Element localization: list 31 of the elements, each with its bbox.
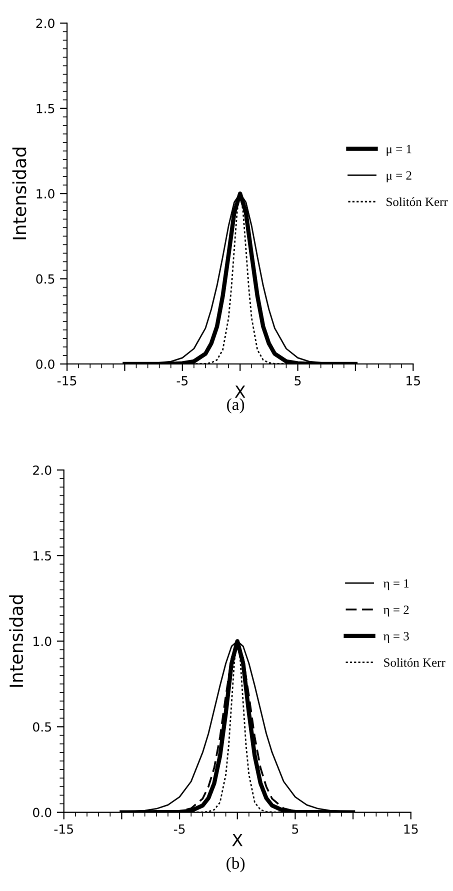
- y-tick-label: 0.0: [33, 808, 52, 818]
- legend-label: Solitón Kerr: [386, 197, 448, 206]
- text: (a): [227, 398, 244, 414]
- x-tick-label: 15: [404, 824, 418, 834]
- y-tick-label: 2.0: [36, 18, 54, 28]
- legend-label: η = 3: [383, 632, 409, 643]
- x-tick-label: -15: [57, 376, 76, 386]
- y-tick-label: 1.0: [34, 636, 52, 646]
- y-tick-label: 0.0: [36, 359, 54, 369]
- x-tick-label: 5: [292, 824, 298, 834]
- y-tick-label: 2.0: [33, 465, 52, 475]
- legend-label: η = 1: [383, 579, 409, 590]
- y-tick-label: 0.5: [36, 274, 54, 284]
- y-tick-label: 1.5: [34, 551, 51, 561]
- legend-label: μ = 1: [386, 144, 412, 156]
- x-tick-label: -15: [54, 824, 73, 834]
- legend-label: η = 2: [383, 606, 409, 617]
- legend-label: Solitón Kerr: [384, 658, 446, 667]
- legend-label: μ = 2: [386, 171, 412, 182]
- x-axis-title: X: [234, 386, 246, 398]
- x-tick-label: -5: [176, 376, 188, 386]
- y-tick-label: 0.5: [33, 722, 51, 732]
- x-tick-label: 15: [406, 376, 420, 386]
- y-axis-title: Intensidad: [12, 148, 26, 240]
- x-tick-label: -5: [174, 824, 185, 834]
- x-tick-label: 5: [294, 376, 301, 386]
- y-tick-label: 1.0: [36, 189, 54, 198]
- y-tick-label: 1.5: [36, 104, 54, 114]
- y-axis-title: Intensidad: [9, 595, 24, 687]
- text: (b): [226, 857, 245, 872]
- x-axis-title: X: [232, 834, 243, 846]
